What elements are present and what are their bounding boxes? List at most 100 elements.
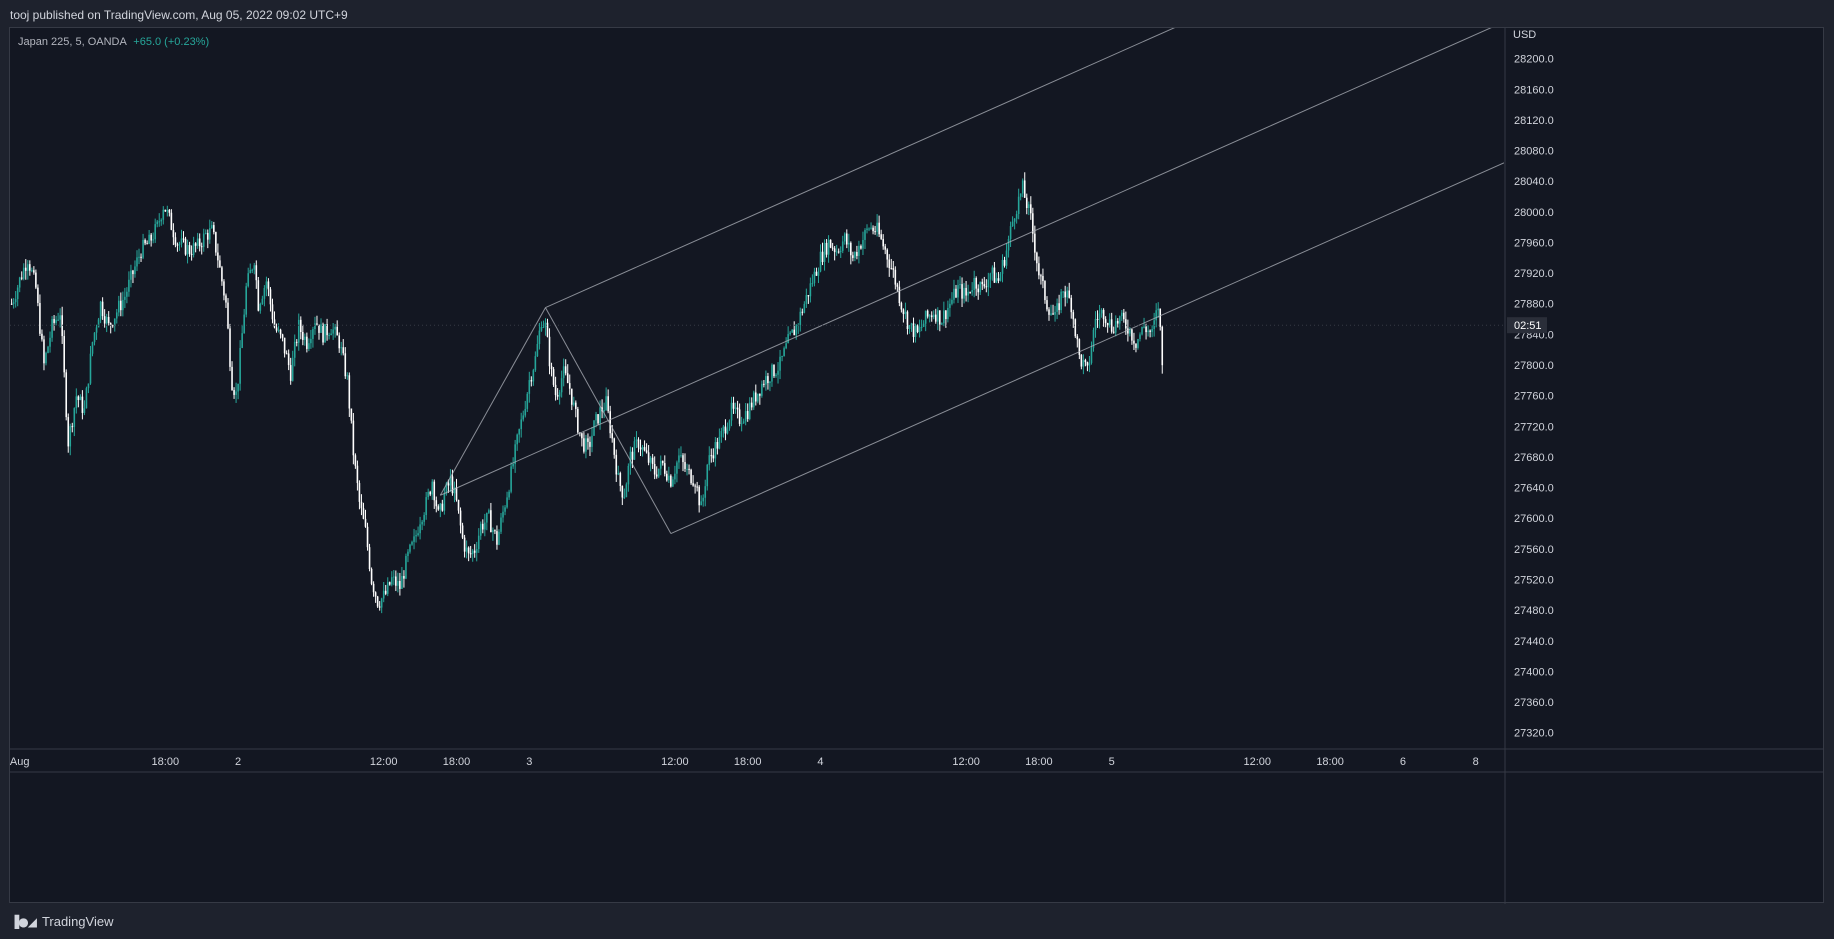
candle-body <box>215 232 217 253</box>
candle-body <box>395 576 397 586</box>
candle-body <box>1032 213 1034 234</box>
y-tick-label: 27320.0 <box>1514 728 1554 740</box>
candle-body <box>811 283 814 285</box>
candle-body <box>411 541 413 545</box>
candle-body <box>107 316 110 324</box>
candle-body <box>421 521 423 525</box>
candle-body <box>213 225 215 233</box>
candle-body <box>910 323 913 326</box>
candle-body <box>247 273 250 287</box>
candle-body <box>1137 339 1139 348</box>
x-tick-label: 8 <box>1473 756 1479 768</box>
candle-body <box>607 396 609 412</box>
candle-body <box>204 232 207 234</box>
candle-body <box>603 410 605 412</box>
candle-body <box>295 341 298 343</box>
tradingview-brand[interactable]: ▐●◢ TradingView <box>10 914 113 929</box>
candle-body <box>200 246 203 248</box>
candle-body <box>302 331 304 340</box>
candle-body <box>585 438 587 452</box>
candle-body <box>763 383 765 385</box>
candle-body <box>259 304 262 311</box>
candle-body <box>283 337 286 354</box>
candle-body <box>304 336 306 340</box>
candle-body <box>924 310 927 324</box>
candle-body <box>459 510 462 526</box>
candle-body <box>453 487 456 494</box>
candle-body <box>352 420 355 456</box>
candle-body <box>277 329 280 331</box>
candle-body <box>12 302 15 304</box>
y-tick-label: 27520.0 <box>1514 574 1554 586</box>
price-chart[interactable]: USD 27320.0 27360.0 27400.0 27440.0 27480.0 27… <box>0 0 1834 904</box>
candle-body <box>1082 360 1085 367</box>
candle-body <box>874 231 876 233</box>
candle-body <box>876 222 878 232</box>
candle-body <box>35 272 37 288</box>
candle-body <box>540 327 543 331</box>
candle-body <box>229 328 231 367</box>
candle-body <box>128 279 130 292</box>
candle-body <box>914 325 917 337</box>
header-bar: tooj published on TradingView.com, Aug 0… <box>0 0 1834 28</box>
candle-body <box>534 356 537 371</box>
candle-body <box>142 239 144 258</box>
candle-body <box>947 307 949 320</box>
candle-body <box>752 392 755 408</box>
candle-body <box>1009 226 1012 239</box>
chart-frame[interactable] <box>9 27 1824 903</box>
candle-body <box>148 234 150 244</box>
candle-body <box>548 336 551 367</box>
candle-body <box>702 497 705 502</box>
candle-body <box>971 290 973 293</box>
candle-body <box>316 323 318 325</box>
candle-body <box>928 315 931 317</box>
candle-body <box>71 426 74 428</box>
candle-body <box>457 499 460 511</box>
last-price-tag <box>1507 317 1547 334</box>
y-tick-label: 28200.0 <box>1514 54 1554 66</box>
candle-body <box>265 281 268 288</box>
y-tick-label: 27760.0 <box>1514 391 1554 403</box>
candle-body <box>1143 326 1145 328</box>
candle-body <box>1141 326 1143 335</box>
candle-body <box>884 246 887 250</box>
candle-body <box>963 287 965 299</box>
candle-body <box>386 582 389 594</box>
candle-body <box>314 323 316 330</box>
candle-body <box>1112 331 1115 333</box>
candle-body <box>122 299 124 311</box>
candle-body <box>775 374 777 377</box>
candle-body <box>479 523 482 536</box>
candle-body <box>237 383 239 392</box>
candle-body <box>346 375 349 377</box>
candle-body <box>172 229 175 238</box>
candle-body <box>930 315 933 318</box>
candle-body <box>340 347 343 349</box>
candle-body <box>285 353 288 355</box>
candle-body <box>49 337 51 347</box>
candle-body <box>999 273 1002 281</box>
candle-body <box>150 234 152 241</box>
candle-body <box>312 329 314 339</box>
candle-body <box>651 457 654 464</box>
candle-body <box>374 592 377 597</box>
candle-body <box>870 227 872 229</box>
candle-body <box>791 329 793 333</box>
candle-body <box>730 402 733 421</box>
candle-body <box>1064 291 1066 298</box>
candle-body <box>666 473 668 481</box>
y-tick-label: 28040.0 <box>1514 176 1554 188</box>
candle-body <box>575 402 577 409</box>
candle-body <box>338 335 341 349</box>
candle-body <box>898 286 901 304</box>
candle-body <box>467 547 470 554</box>
candle-body <box>720 431 723 437</box>
candle-body <box>1118 316 1121 324</box>
candle-body <box>645 450 648 453</box>
candle-body <box>364 518 367 527</box>
candle-body <box>57 319 59 321</box>
candle-body <box>918 327 921 332</box>
candle-body <box>267 281 270 290</box>
candle-body <box>164 209 167 212</box>
